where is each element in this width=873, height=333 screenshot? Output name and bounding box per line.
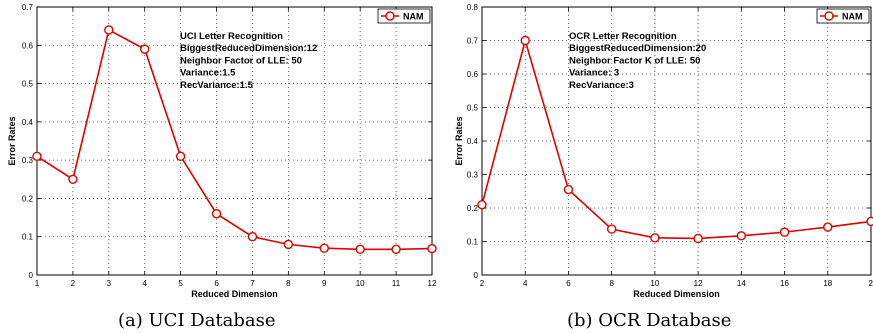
x-tick-label: 1 bbox=[35, 279, 40, 288]
data-point bbox=[520, 35, 530, 46]
y-tick-label: 0.6 bbox=[467, 70, 479, 79]
y-tick-label: 0.3 bbox=[467, 171, 479, 180]
x-tick-label: 8 bbox=[609, 279, 614, 288]
x-axis-label: Reduced Dimension bbox=[633, 289, 720, 299]
x-tick-label: 11 bbox=[392, 279, 401, 288]
data-point bbox=[427, 243, 437, 254]
y-tick-label: 0.5 bbox=[22, 80, 34, 89]
x-tick-label: 3 bbox=[107, 279, 112, 288]
x-tick-label: 7 bbox=[250, 279, 255, 288]
y-tick-label: 0.4 bbox=[22, 118, 34, 127]
x-tick-label: 8 bbox=[286, 279, 291, 288]
x-tick-label: 5 bbox=[178, 279, 183, 288]
y-tick-label: 0.4 bbox=[467, 137, 479, 146]
x-tick-label: 18 bbox=[823, 279, 832, 288]
x-tick-label: 4 bbox=[523, 279, 528, 288]
y-tick-label: 0.2 bbox=[467, 204, 479, 213]
annotation-line: OCR Letter Recognition bbox=[569, 31, 677, 42]
series-line-nam bbox=[36, 28, 433, 251]
data-point bbox=[247, 232, 258, 242]
y-axis-label: Error Rates bbox=[454, 116, 464, 165]
x-tick-label: 6 bbox=[566, 279, 571, 288]
annotation-line: Neighbor Factor of LLE: 50 bbox=[180, 55, 302, 66]
data-point bbox=[736, 231, 747, 241]
chart-caption: (b) OCR Database bbox=[567, 310, 731, 331]
chart-uci: 1 2 3 4 5 6 7 8 9 10 11 1200.10.20.30.40.50.60.7Red… bbox=[7, 3, 437, 331]
y-axis-label: Error Rates bbox=[7, 116, 17, 165]
y-tick-label: 0.6 bbox=[22, 41, 34, 50]
legend-label: NAM bbox=[842, 12, 863, 22]
y-tick-label: 0.1 bbox=[467, 238, 479, 247]
legend-label: NAM bbox=[403, 12, 424, 22]
x-tick-label: 10 bbox=[356, 279, 365, 288]
x-tick-label: 9 bbox=[322, 279, 327, 288]
x-tick-label: 4 bbox=[143, 279, 148, 288]
annotation-line: BiggestReducedDimension:20 bbox=[569, 43, 706, 54]
annotation-line: RecVariance:3 bbox=[569, 80, 634, 91]
x-tick-label: 14 bbox=[737, 279, 746, 288]
data-point bbox=[391, 244, 401, 255]
y-tick-label: 0.7 bbox=[467, 37, 479, 46]
data-point bbox=[693, 233, 703, 244]
data-point bbox=[283, 239, 294, 250]
annotation-line: Variance: 3 bbox=[569, 68, 619, 79]
data-point bbox=[563, 184, 574, 195]
annotation-line: RecVariance:1.5 bbox=[180, 80, 254, 91]
annotation-line: BiggestReducedDimension:12 bbox=[180, 43, 317, 54]
y-tick-label: 0 bbox=[474, 271, 479, 280]
data-point bbox=[211, 209, 222, 219]
y-tick-label: 0.8 bbox=[467, 3, 479, 12]
x-tick-label: 10 bbox=[650, 279, 659, 288]
x-tick-label: 2 bbox=[480, 279, 485, 288]
data-point bbox=[175, 151, 186, 162]
data-point bbox=[477, 199, 487, 210]
y-tick-label: 0.2 bbox=[22, 194, 34, 203]
y-tick-label: 0.3 bbox=[22, 156, 34, 165]
data-point bbox=[355, 244, 365, 255]
y-tick-label: 0.1 bbox=[22, 233, 34, 242]
x-tick-label: 6 bbox=[214, 279, 219, 288]
data-point bbox=[779, 227, 790, 237]
x-tick-label: 12 bbox=[694, 279, 703, 288]
legend: NAM bbox=[816, 8, 870, 24]
x-tick-label: 12 bbox=[428, 279, 437, 288]
x-axis-label: Reduced Dimension bbox=[191, 289, 278, 299]
data-point bbox=[319, 243, 329, 253]
data-point bbox=[650, 233, 660, 243]
series-line-nam bbox=[481, 37, 872, 240]
data-point bbox=[32, 151, 42, 162]
x-tick-label: 2 bbox=[71, 279, 76, 288]
y-tick-label: 0 bbox=[29, 271, 34, 280]
annotation-line: UCI Letter Recognition bbox=[180, 31, 283, 42]
annotation-line: Variance:1.5 bbox=[180, 68, 236, 79]
data-point bbox=[140, 44, 150, 54]
x-tick-label: 16 bbox=[780, 279, 789, 288]
y-tick-label: 0.5 bbox=[467, 104, 479, 113]
chart-caption: (a) UCI Database bbox=[118, 310, 276, 331]
data-point bbox=[606, 224, 617, 234]
y-tick-label: 0.7 bbox=[22, 3, 34, 12]
legend: NAM bbox=[377, 8, 431, 24]
data-point bbox=[104, 25, 114, 35]
legend-marker bbox=[385, 11, 395, 21]
data-point bbox=[823, 222, 833, 232]
legend-marker bbox=[824, 11, 834, 21]
chart-ocr: 2 4 6 8 10 12 14 16 18 200.10.20.30.40.50.60.70.8… bbox=[454, 3, 873, 331]
x-tick-label: 2 bbox=[869, 279, 873, 288]
plot-frame bbox=[36, 6, 433, 276]
data-point bbox=[68, 174, 78, 184]
data-point bbox=[866, 216, 873, 227]
annotation-line: Neighbor Factor K of LLE: 50 bbox=[569, 55, 700, 66]
